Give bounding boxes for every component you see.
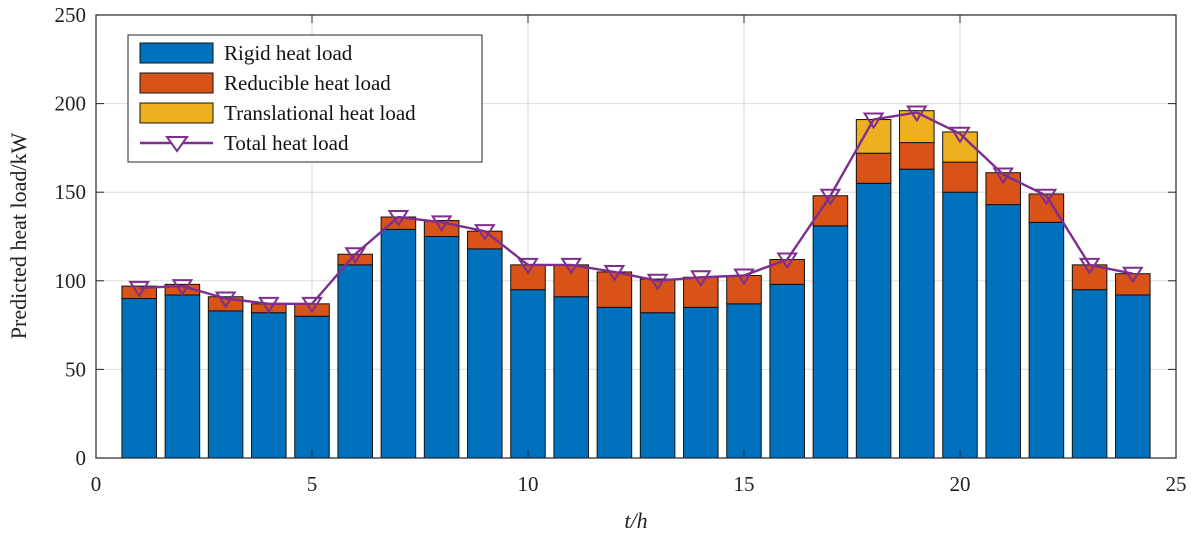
x-axis-ticks: 0 5 10 15 20 25	[91, 15, 1187, 496]
bar-reducible-23	[1071, 264, 1108, 291]
legend-swatch-reducible	[139, 72, 214, 94]
x-axis-label: t/h	[624, 508, 647, 533]
bar-reducible-1	[121, 285, 157, 300]
total-marker-16	[776, 252, 799, 270]
total-marker-11	[560, 257, 583, 275]
y-tick-label-3: 150	[55, 180, 87, 204]
bar-rigid-9	[467, 248, 503, 459]
bar-reducible-20	[942, 161, 978, 193]
total-marker-9	[473, 224, 496, 242]
x-tick-label-3: 15	[734, 472, 755, 496]
total-marker-18	[862, 112, 885, 130]
total-marker-5	[301, 296, 323, 314]
total-marker-14	[689, 270, 712, 288]
bar-reducible-18	[855, 152, 892, 184]
total-marker-6	[344, 247, 367, 265]
bar-rigid-19	[899, 168, 935, 459]
y-tick-label-1: 50	[65, 357, 86, 381]
total-marker-3	[214, 291, 237, 309]
x-tick-label-5: 25	[1166, 472, 1187, 496]
legend-swatch-translational	[139, 102, 214, 124]
bar-reducible-12	[596, 271, 633, 308]
bar-rigid-16	[769, 283, 805, 459]
bar-reducible-13	[639, 278, 676, 314]
bar-reducible-11	[553, 264, 589, 298]
bar-rigid-7	[380, 228, 417, 459]
legend-label-reducible: Reducible heat load	[224, 71, 391, 95]
x-tick-label-2: 10	[518, 472, 539, 496]
bar-rigid-5	[294, 315, 330, 459]
legend-label-translational: Translational heat load	[224, 101, 416, 125]
plot-frame	[95, 14, 1177, 459]
y-tick-label-4: 200	[55, 92, 87, 116]
total-marker-23	[1078, 257, 1101, 275]
total-line-group	[128, 105, 1144, 314]
bar-translational-20	[942, 131, 978, 163]
bar-rigid-1	[121, 298, 157, 459]
y-axis-label: Predicted heat load/kW	[6, 133, 31, 340]
bar-rigid-13	[639, 312, 676, 459]
bar-rigid-21	[985, 204, 1021, 459]
total-marker-24	[1121, 266, 1144, 284]
bar-rigid-15	[726, 303, 762, 459]
total-marker-10	[517, 257, 539, 275]
bar-rigid-8	[423, 236, 460, 459]
bar-rigid-18	[855, 182, 892, 459]
bar-rigid-4	[251, 312, 287, 459]
total-marker-20	[949, 126, 971, 144]
bar-reducible-21	[985, 172, 1021, 206]
bar-reducible-10	[510, 264, 546, 291]
total-marker-4	[257, 296, 280, 314]
legend-label-rigid: Rigid heat load	[224, 41, 353, 65]
bar-rigid-12	[596, 306, 633, 459]
bar-rigid-20	[942, 191, 978, 459]
bar-rigid-3	[207, 310, 244, 459]
bar-rigid-10	[510, 289, 546, 459]
total-heat-load-line	[139, 111, 1134, 305]
total-marker-21	[992, 167, 1015, 185]
bar-reducible-22	[1028, 193, 1065, 223]
total-marker-17	[819, 188, 842, 206]
bar-reducible-19	[899, 142, 935, 170]
y-axis-ticks: 0 50 100 150 200 250	[55, 3, 1176, 470]
bar-rigid-11	[553, 296, 589, 459]
legend-label-total: Total heat load	[224, 131, 349, 155]
bar-rigid-2	[164, 294, 201, 459]
total-marker-2	[171, 279, 194, 296]
bar-translational-18	[855, 119, 892, 154]
total-marker-19	[905, 105, 928, 123]
bar-reducible-17	[812, 195, 849, 227]
bar-reducible-15	[726, 274, 762, 305]
x-tick-label-0: 0	[91, 472, 102, 496]
bar-rigid-6	[337, 264, 373, 459]
y-tick-label-0: 0	[76, 446, 87, 470]
total-marker-1	[128, 280, 151, 298]
legend-marker-total	[165, 136, 189, 153]
bar-rigid-24	[1115, 294, 1151, 459]
bar-rigid-14	[683, 306, 719, 459]
bar-rigid-22	[1028, 221, 1065, 459]
y-tick-label-5: 250	[55, 3, 87, 27]
legend: Rigid heat load Reducible heat load Tran…	[127, 34, 483, 163]
legend-swatch-rigid	[139, 42, 214, 64]
x-tick-label-1: 5	[307, 472, 318, 496]
total-marker-12	[603, 264, 626, 282]
y-tick-label-2: 100	[55, 269, 87, 293]
bar-reducible-24	[1115, 273, 1151, 296]
x-tick-label-4: 20	[950, 472, 971, 496]
bar-reducible-14	[683, 276, 719, 308]
total-marker-22	[1035, 188, 1058, 206]
bar-rigid-23	[1071, 289, 1108, 459]
total-marker-15	[733, 268, 755, 286]
total-marker-8	[430, 215, 453, 233]
bar-rigid-17	[812, 225, 849, 459]
total-marker-13	[646, 273, 669, 291]
bar-translational-19	[899, 110, 935, 144]
total-marker-7	[387, 210, 410, 227]
